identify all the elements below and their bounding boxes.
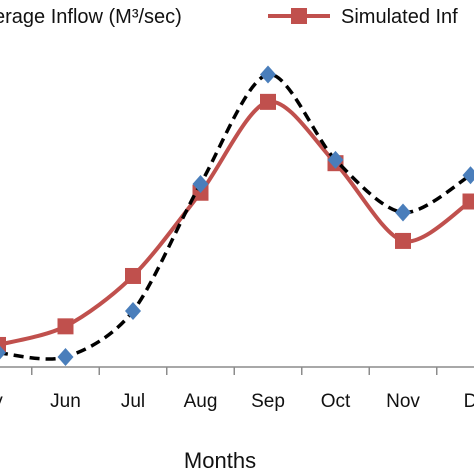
axes: y Jun Jul Aug Sep Oct Nov D bbox=[0, 366, 474, 412]
data-point bbox=[462, 193, 474, 210]
series-average-inflow bbox=[0, 65, 474, 366]
series-layer bbox=[0, 65, 474, 366]
x-tick-label: Aug bbox=[184, 391, 218, 412]
series-line bbox=[0, 72, 472, 361]
data-point bbox=[57, 318, 74, 335]
data-point bbox=[125, 302, 141, 321]
x-tick-label: Jun bbox=[50, 391, 81, 412]
data-point bbox=[0, 336, 6, 353]
data-point bbox=[192, 174, 209, 193]
x-tick-label: Sep bbox=[251, 391, 285, 412]
data-point bbox=[260, 93, 276, 110]
data-point bbox=[0, 345, 6, 360]
x-tick-label: Nov bbox=[386, 391, 420, 412]
data-point bbox=[395, 232, 411, 249]
legend-swatch-marker bbox=[291, 8, 307, 24]
data-point bbox=[125, 267, 141, 284]
legend-label-simulated-inflow: Simulated Inf bbox=[341, 6, 458, 28]
x-tick-label: Oct bbox=[321, 391, 351, 412]
series-line bbox=[0, 99, 472, 347]
x-axis-title: Months bbox=[184, 448, 256, 473]
x-tick-label: y bbox=[0, 391, 3, 412]
data-point bbox=[260, 65, 276, 84]
data-point bbox=[462, 166, 474, 185]
x-tick-label: D bbox=[464, 391, 474, 412]
x-tick-label: Jul bbox=[121, 391, 145, 412]
data-point bbox=[395, 203, 411, 222]
legend: erage Inflow (M³/sec) Simulated Inf bbox=[0, 6, 458, 28]
data-point bbox=[327, 150, 344, 169]
series-simulated-inflow bbox=[0, 93, 474, 353]
data-point bbox=[57, 348, 74, 366]
legend-label-average-inflow: erage Inflow (M³/sec) bbox=[0, 6, 182, 28]
